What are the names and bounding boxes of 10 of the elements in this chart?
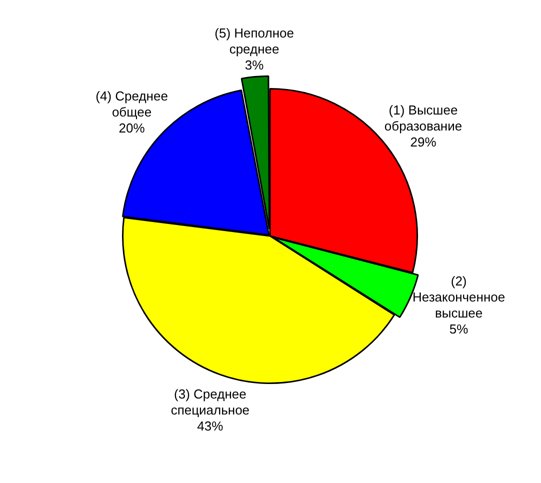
slice-label: (3) Среднее специальное [170, 386, 250, 418]
slice-label: (4) Среднее общее [96, 88, 168, 120]
data-label: 20% [118, 120, 146, 136]
data-label: 29% [410, 134, 437, 150]
slice-label: (2) Незаконченное высшее [412, 273, 506, 320]
data-label: 43% [197, 418, 224, 434]
slice-label: (5) Неполное среднее [214, 25, 294, 56]
data-label: 5% [449, 321, 469, 336]
data-label: 3% [244, 57, 264, 72]
slice-label: (1) Высшее образование [384, 102, 462, 134]
